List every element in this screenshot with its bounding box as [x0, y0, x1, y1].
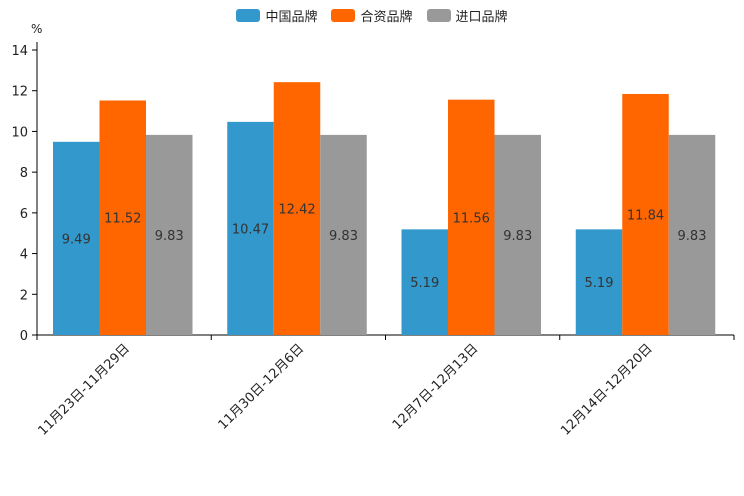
legend-label: 合资品牌	[360, 10, 413, 25]
bar	[227, 121, 274, 335]
bar	[53, 141, 100, 335]
y-tick-label: 10	[11, 125, 28, 140]
y-tick-label: 12	[11, 85, 28, 100]
bar-data-label: 9.83	[678, 229, 707, 244]
legend-label: 中国品牌	[265, 10, 318, 25]
y-tick-label: 14	[11, 44, 28, 59]
x-tick-label: 12月7日-12月13日	[390, 341, 482, 433]
bar	[622, 93, 669, 335]
bar	[99, 100, 146, 335]
legend: 中国品牌 合资品牌 进口品牌	[0, 6, 744, 25]
bar-data-label: 9.49	[62, 232, 91, 247]
bar	[668, 134, 716, 335]
x-tick-label: 12月14日-12月20日	[558, 341, 655, 438]
legend-item-china-brand[interactable]: 中国品牌	[236, 6, 317, 25]
bar-data-label: 9.83	[329, 229, 358, 244]
x-tick-label: 11月23日-11月29日	[35, 341, 132, 438]
bar-data-label: 10.47	[232, 222, 269, 237]
bar	[146, 134, 193, 335]
legend-swatch	[331, 9, 356, 22]
y-tick-label: 6	[20, 207, 28, 222]
bar	[320, 134, 367, 335]
bar-data-label: 12.42	[278, 203, 315, 218]
y-tick-label: 0	[20, 329, 28, 344]
legend-swatch	[236, 9, 261, 22]
bar-data-label: 5.19	[585, 276, 614, 291]
y-tick-label: 4	[20, 248, 28, 263]
bar-data-label: 11.84	[627, 208, 664, 223]
y-tick-label: 2	[20, 288, 28, 303]
legend-swatch	[426, 9, 451, 22]
bar-data-label: 9.83	[503, 229, 532, 244]
legend-item-import-brand[interactable]: 进口品牌	[426, 6, 508, 25]
y-axis-unit-label: %	[31, 22, 43, 36]
bar	[575, 229, 623, 335]
bar-data-label: 11.52	[104, 212, 141, 227]
bar	[448, 99, 495, 336]
bar	[273, 82, 321, 336]
x-tick-label: 11月30日-12月6日	[216, 341, 308, 433]
bar-data-label: 11.56	[453, 211, 490, 226]
bar	[494, 134, 541, 335]
bar	[401, 229, 448, 335]
legend-label: 进口品牌	[455, 10, 508, 25]
bar-data-label: 9.83	[155, 229, 184, 244]
bar-data-label: 5.19	[410, 276, 439, 291]
legend-item-joint-venture-brand[interactable]: 合资品牌	[331, 6, 413, 25]
y-tick-label: 8	[20, 166, 28, 181]
